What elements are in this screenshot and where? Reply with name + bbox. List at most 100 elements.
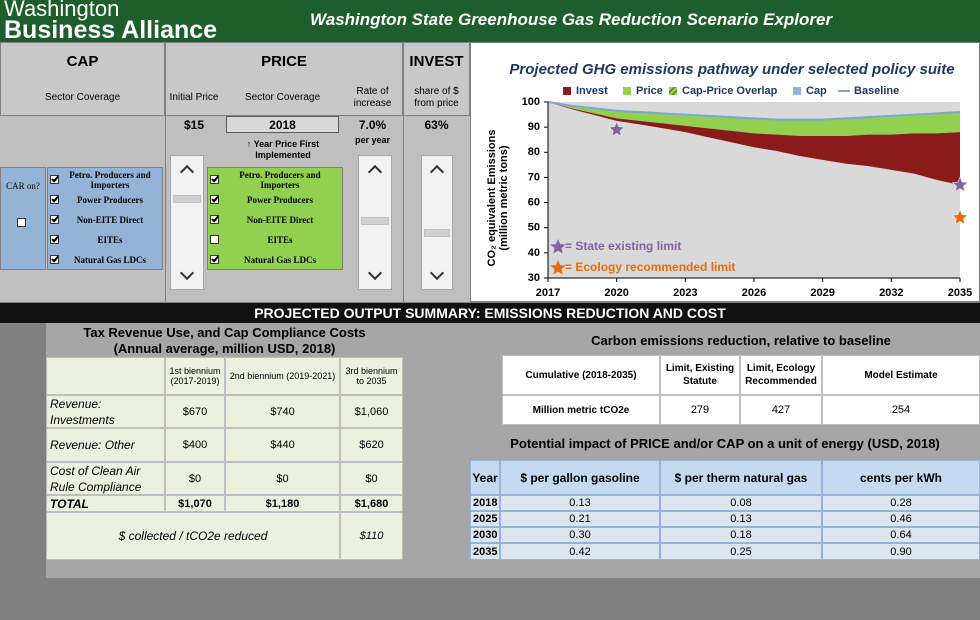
check-mark (211, 174, 219, 183)
check-mark (51, 254, 59, 263)
y-axis-label: CO₂ equivalent Emissions (486, 130, 498, 267)
column-header: 2nd biennium (2019-2021) (225, 357, 340, 395)
checkbox[interactable] (50, 234, 59, 244)
sector-label: Petro. Producers and Importers (69, 170, 151, 190)
x-tick-label: 2023 (673, 287, 697, 299)
invest-share: 63% (424, 117, 449, 132)
rate-unit: per year (354, 135, 391, 145)
logo-line: Washington (4, 0, 120, 21)
table-title: Potential impact of PRICE and/or CAP on … (510, 435, 940, 451)
legend-swatch (563, 87, 571, 95)
checkbox[interactable] (210, 254, 219, 264)
y-axis-label: (million metric tons) (498, 145, 510, 250)
column-header: $ per gallon gasoline (500, 460, 660, 495)
section-title: CAP (66, 52, 99, 70)
sector-label: Power Producers (77, 195, 143, 205)
x-tick-label: 2032 (879, 287, 903, 299)
sector-label: Natural Gas LDCs (73, 255, 146, 265)
checkbox[interactable] (210, 214, 219, 224)
column-header: $ per therm natural gas (660, 460, 822, 495)
value-cell: 0.46 (822, 511, 980, 527)
year-note: ↑ Year Price First Implemented (246, 139, 320, 160)
section-cell (0, 42, 165, 116)
section-title: PRICE (261, 52, 307, 70)
checkbox[interactable] (50, 254, 59, 264)
value-cell: 0.64 (822, 527, 980, 543)
value-cell: $670 (165, 395, 225, 428)
row-label: $ collected / tCO2e reduced (46, 512, 340, 560)
column-header: cents per kWh (822, 460, 980, 495)
rate: 7.0% (358, 117, 387, 132)
limit-marker (608, 121, 625, 137)
subheader: share of $ from price (414, 86, 459, 109)
scroll-thumb[interactable] (424, 229, 450, 237)
value-cell: $1,060 (340, 395, 403, 428)
row-label: TOTAL (46, 495, 165, 512)
column-header: 3rd biennium to 2035 (340, 357, 403, 395)
y-tick-label: 60 (528, 196, 540, 208)
value-cell: $1,180 (225, 495, 340, 512)
checkbox[interactable] (50, 194, 59, 204)
checkbox[interactable] (210, 235, 219, 244)
chart: Projected GHG emissions pathway under se… (470, 42, 980, 302)
check-mark (51, 234, 59, 243)
x-tick-label: 2035 (948, 287, 972, 299)
sector-label: Petro. Producers and Importers (239, 170, 321, 190)
checkbox[interactable] (50, 174, 59, 184)
scrollbar[interactable] (170, 155, 204, 290)
row-label: 2018 (470, 495, 500, 511)
value-cell: 0.42 (500, 543, 660, 560)
value-cell: 0.25 (660, 543, 822, 560)
table-corner (46, 357, 165, 395)
value-cell: $1,070 (165, 495, 225, 512)
header-bar (0, 0, 980, 42)
scroll-thumb[interactable] (361, 217, 389, 225)
subheader: Initial Price (169, 92, 219, 103)
y-tick-label: 70 (528, 171, 540, 183)
x-tick-label: 2017 (536, 287, 560, 299)
value-cell: 0.28 (822, 495, 980, 511)
y-tick-label: 80 (528, 146, 540, 158)
sector-list (47, 167, 163, 270)
value-cell: 0.13 (500, 495, 660, 511)
checkbox[interactable] (17, 218, 26, 227)
check-mark (211, 194, 219, 203)
legend-star (550, 239, 566, 254)
cap-on-box (0, 167, 46, 270)
value-cell: 0.18 (660, 527, 822, 543)
value-cell: 0.90 (822, 543, 980, 560)
summary-bar: PROJECTED OUTPUT SUMMARY: EMISSIONS REDU… (0, 303, 980, 323)
legend-label: Cap-Price Overlap (682, 85, 778, 97)
start-year[interactable]: 2018 (226, 116, 339, 133)
checkbox[interactable] (210, 194, 219, 204)
scroll-thumb[interactable] (173, 195, 201, 203)
value-cell: $400 (165, 428, 225, 462)
x-tick-label: 2020 (604, 287, 628, 299)
section-title: INVEST (409, 52, 464, 70)
value-cell: 279 (660, 395, 740, 425)
legend-label: Cap (806, 85, 827, 97)
section-cell (403, 42, 470, 116)
y-tick-label: 40 (528, 247, 540, 259)
scrollbar[interactable] (421, 155, 453, 290)
legend-label: Price (636, 85, 663, 97)
page-title: Washington State Greenhouse Gas Reductio… (310, 10, 833, 29)
checkbox[interactable] (50, 214, 59, 224)
legend-swatch (623, 87, 631, 95)
row-label: 2025 (470, 511, 500, 527)
section-cell (165, 42, 403, 116)
column-header: Limit, Existing Statute (660, 355, 740, 395)
value-cell: 254 (822, 395, 980, 425)
y-tick-label: 30 (528, 272, 540, 284)
y-tick-label: 90 (528, 121, 540, 133)
chart-title: Projected GHG emissions pathway under se… (509, 61, 954, 78)
checkbox[interactable] (210, 174, 219, 184)
y-tick-label: 50 (528, 222, 540, 234)
x-tick-label: 2029 (810, 287, 834, 299)
sector-label: EITEs (97, 235, 123, 245)
sector-label: Natural Gas LDCs (243, 255, 316, 265)
check-mark (51, 174, 59, 183)
legend-label: Baseline (854, 85, 899, 97)
value-cell: $440 (225, 428, 340, 462)
